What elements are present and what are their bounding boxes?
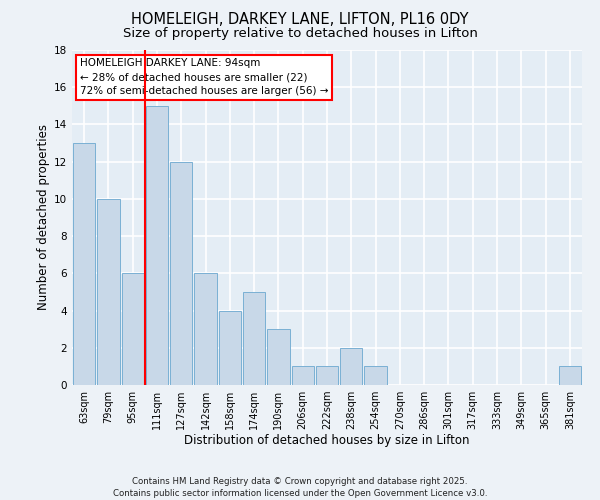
Bar [243,292,265,385]
Text: Contains HM Land Registry data © Crown copyright and database right 2025.
Contai: Contains HM Land Registry data © Crown c… [113,476,487,498]
Text: HOMELEIGH, DARKEY LANE, LIFTON, PL16 0DY: HOMELEIGH, DARKEY LANE, LIFTON, PL16 0DY [131,12,469,28]
Bar [73,143,95,385]
X-axis label: Distribution of detached houses by size in Lifton: Distribution of detached houses by size … [184,434,470,446]
Bar [559,366,581,385]
Bar [364,366,387,385]
Bar [122,274,144,385]
Text: Size of property relative to detached houses in Lifton: Size of property relative to detached ho… [122,28,478,40]
Bar [146,106,168,385]
Y-axis label: Number of detached properties: Number of detached properties [37,124,50,310]
Bar [97,199,119,385]
Bar [292,366,314,385]
Bar [316,366,338,385]
Bar [170,162,193,385]
Bar [340,348,362,385]
Text: HOMELEIGH DARKEY LANE: 94sqm
← 28% of detached houses are smaller (22)
72% of se: HOMELEIGH DARKEY LANE: 94sqm ← 28% of de… [80,58,328,96]
Bar [194,274,217,385]
Bar [218,310,241,385]
Bar [267,329,290,385]
